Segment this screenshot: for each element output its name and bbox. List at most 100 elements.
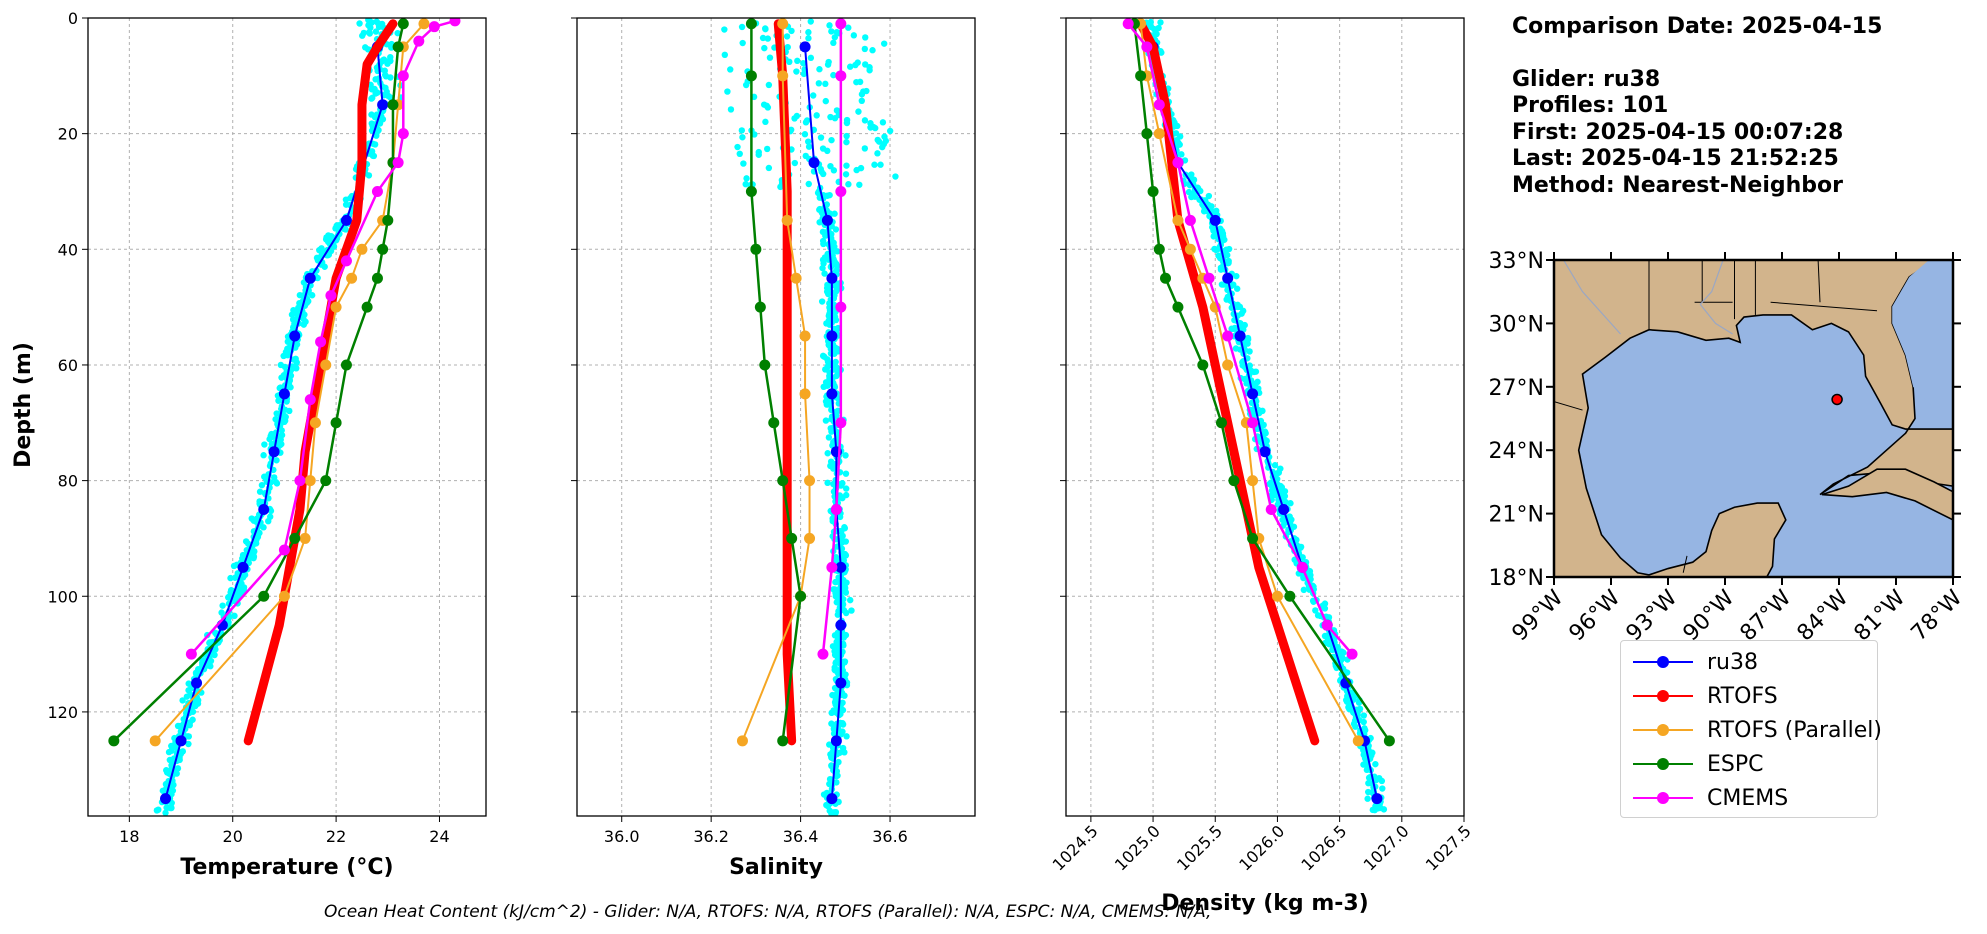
data-point [1153, 128, 1165, 140]
glider-sample-point [826, 191, 833, 199]
glider-sample-point [266, 435, 273, 443]
series-line [154, 22, 425, 742]
glider-sample-point [185, 680, 192, 687]
glider-sample-point [801, 131, 809, 138]
glider-sample-point [724, 88, 731, 95]
glider-sample-point [807, 18, 814, 25]
data-point [835, 18, 847, 30]
glider-sample-point [1178, 151, 1185, 158]
data-point [325, 290, 337, 302]
river-line [1699, 260, 1733, 335]
glider-sample-point [761, 44, 768, 52]
map-lon-label: 78°W [1907, 585, 1968, 646]
glider-sample-point [278, 374, 285, 381]
data-point [361, 301, 373, 313]
data-point [835, 185, 847, 197]
glider-sample-point [830, 480, 837, 488]
glider-sample-point [1290, 523, 1298, 530]
x-tick-label: 1025.0 [1111, 821, 1164, 874]
glider-sample-point [1360, 712, 1368, 719]
y-tick-label: 40 [58, 240, 78, 259]
data-point [835, 70, 847, 82]
data-point [1172, 214, 1184, 226]
data-point [790, 272, 802, 284]
glider-sample-point [367, 24, 374, 31]
y-tick-label: 60 [58, 356, 78, 375]
series-line [190, 19, 457, 656]
glider-sample-point [1278, 484, 1286, 491]
atlantic-water [1892, 260, 1953, 408]
glider-sample-point [260, 452, 267, 459]
glider-sample-point [872, 124, 879, 132]
x-tick-label: 18 [119, 827, 139, 846]
glider-sample-point [386, 94, 394, 101]
data-point [835, 677, 847, 689]
glider-sample-point [837, 731, 845, 738]
glider-sample-point [1229, 325, 1236, 333]
glider-sample-point [185, 733, 193, 740]
glider-sample-point [174, 765, 182, 772]
glider-sample-point [828, 28, 835, 35]
glider-sample-point [168, 742, 175, 750]
glider-sample-point [828, 762, 835, 770]
glider-sample-point [1356, 705, 1364, 713]
series-line [741, 22, 811, 742]
map-lon-label: 90°W [1679, 585, 1740, 646]
glider-sample-point [1243, 380, 1250, 387]
x-axis-label-temperature: Temperature (°C) [180, 855, 393, 880]
glider-sample-point [368, 95, 375, 102]
glider-sample-point [804, 138, 812, 145]
glider-sample-point [787, 126, 795, 133]
glider-sample-point [817, 165, 824, 173]
legend: ru38 RTOFS RTOFS (Parallel) ESPC CMEMS [1620, 640, 1882, 818]
x-tick-label: 20 [223, 827, 243, 846]
glider-sample-point [832, 553, 840, 561]
data-point [1265, 504, 1277, 516]
data-point [149, 735, 161, 747]
glider-sample-point [240, 584, 248, 591]
data-point [821, 214, 833, 226]
glider-sample-point [824, 450, 831, 457]
series-line [821, 22, 843, 656]
glider-sample-point [830, 809, 838, 816]
glider-sample-point [857, 164, 865, 172]
glider-sample-point [153, 807, 161, 814]
glider-sample-point [1230, 281, 1237, 288]
border-line [1770, 301, 1878, 312]
glider-sample-point [791, 115, 798, 122]
data-point [356, 243, 368, 255]
glider-sample-point [1306, 567, 1313, 575]
glider-sample-point [1287, 500, 1294, 507]
data-point [1209, 214, 1221, 226]
data-point [826, 330, 838, 342]
data-point [786, 532, 798, 544]
glider-sample-point [800, 70, 808, 78]
y-tick-label: 120 [47, 703, 78, 722]
data-point [745, 70, 757, 82]
glider-sample-point [300, 315, 307, 322]
glider-sample-point [1205, 192, 1213, 200]
glider-sample-point [856, 181, 863, 188]
glider-sample-point [258, 481, 266, 489]
glider-sample-point [248, 515, 255, 522]
glider-sample-point [179, 748, 187, 755]
glider-sample-point [1233, 272, 1240, 280]
series-cmems-density [1122, 18, 1358, 660]
glider-sample-point [742, 180, 749, 188]
data-point [1184, 214, 1196, 226]
glider-sample-point [818, 298, 826, 305]
series-rtofs-temperature [243, 19, 398, 746]
glider-sample-point [805, 35, 812, 42]
glider-sample-point [847, 596, 854, 604]
data-point [304, 394, 316, 406]
data-point [160, 793, 172, 805]
data-point [799, 388, 811, 400]
data-point [309, 417, 321, 429]
x-tick-label: 1025.5 [1173, 821, 1226, 874]
glider-sample-point [822, 417, 830, 424]
glider-sample-point [820, 240, 827, 248]
glider-sample-point [824, 479, 831, 487]
glider-sample-point [242, 538, 250, 545]
map-lat-label: 21°N [1489, 503, 1544, 528]
glider-sample-point [834, 280, 841, 287]
